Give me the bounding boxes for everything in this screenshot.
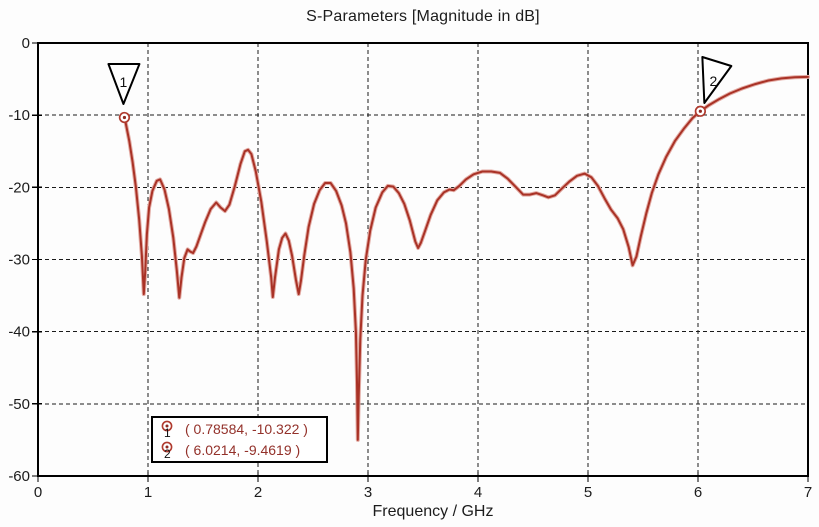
- x-axis-title: Frequency / GHz: [372, 503, 494, 520]
- x-tick-label: 7: [804, 484, 812, 501]
- x-tick-label: 4: [474, 484, 482, 501]
- y-tick-label: -10: [8, 107, 30, 124]
- x-tick-label: 0: [34, 484, 42, 501]
- marker-flag-label-1: 1: [120, 74, 128, 90]
- y-tick-label: 0: [22, 35, 30, 52]
- x-tick-label: 6: [694, 484, 702, 501]
- x-tick-label: 5: [584, 484, 592, 501]
- marker-flag-2[interactable]: [701, 56, 733, 104]
- marker-legend-row-1[interactable]: 1 ( 0.78584, -10.322 ): [159, 419, 322, 440]
- s-parameter-curve-halo: [122, 74, 810, 442]
- marker-1-number: 1: [164, 426, 171, 441]
- marker-legend-row-2[interactable]: 2 ( 6.0214, -9.4619 ): [159, 440, 322, 461]
- x-tick-label: 3: [364, 484, 372, 501]
- y-tick-label: -20: [8, 179, 30, 196]
- chart-title: S-Parameters [Magnitude in dB]: [306, 8, 540, 25]
- marker-legend: 1 ( 0.78584, -10.322 ) 2 ( 6.0214, -9.46…: [151, 416, 328, 463]
- y-tick-label: -30: [8, 252, 30, 269]
- y-tick-label: -60: [8, 468, 30, 485]
- marker-flag-label-2: 2: [709, 73, 717, 89]
- marker-2-value: ( 6.0214, -9.4619 ): [185, 441, 301, 458]
- marker-point-dot-2: [698, 109, 702, 113]
- y-tick-label: -40: [8, 324, 30, 341]
- marker-2-number: 2: [164, 446, 171, 461]
- marker-point-dot-1: [122, 115, 127, 120]
- marker-2-icon: 2: [159, 440, 179, 461]
- marker-1-value: ( 0.78584, -10.322 ): [185, 421, 308, 438]
- y-tick-label: -50: [8, 396, 30, 413]
- x-tick-label: 1: [144, 484, 152, 501]
- marker-1-icon: 1: [159, 419, 179, 441]
- marker-flag-1[interactable]: [107, 63, 141, 105]
- x-tick-label: 2: [254, 484, 262, 501]
- s-parameter-curve[interactable]: [123, 75, 809, 441]
